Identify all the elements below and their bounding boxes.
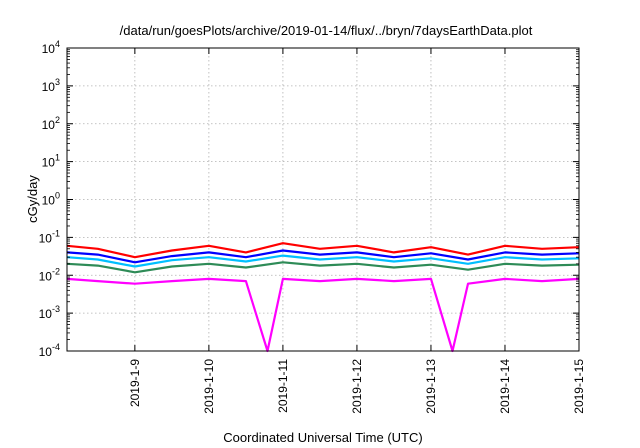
- grid: [67, 48, 579, 351]
- y-tick-label: 100: [42, 191, 60, 208]
- x-tick-label: 2019-1-13: [424, 359, 438, 414]
- y-tick-label: 10-4: [39, 342, 60, 359]
- x-axis: 2019-1-9 2019-1-10 2019-1-11 2019-1-12 2019-…: [128, 48, 586, 414]
- y-axis-label: cGy/day: [25, 175, 40, 223]
- y-tick-label: 101: [42, 153, 60, 170]
- series-line: [66, 242, 580, 259]
- y-tick-label: 10-3: [39, 304, 60, 321]
- y-tick-label: 104: [42, 39, 60, 56]
- x-tick-label: 2019-1-11: [276, 359, 290, 413]
- x-tick-label: 2019-1-15: [572, 359, 586, 414]
- series-line: [66, 261, 580, 274]
- series-line: [66, 254, 580, 268]
- x-axis-label: Coordinated Universal Time (UTC): [223, 430, 422, 445]
- chart-title: /data/run/goesPlots/archive/2019-01-14/f…: [120, 23, 533, 38]
- x-tick-label: 2019-1-10: [202, 359, 216, 414]
- series-line: [66, 277, 580, 353]
- y-tick-label: 103: [42, 77, 60, 94]
- y-axis: 10-4 10-3 10-2 10-1 100 101 102 103 104: [39, 39, 579, 359]
- x-tick-label: 2019-1-9: [128, 359, 142, 407]
- series-group: [66, 242, 580, 353]
- series-line: [66, 249, 580, 264]
- x-tick-label: 2019-1-12: [350, 359, 364, 414]
- y-tick-label: 10-2: [39, 266, 60, 283]
- y-tick-label: 10-1: [39, 228, 60, 245]
- x-tick-label: 2019-1-14: [498, 359, 512, 414]
- y-tick-label: 102: [42, 115, 60, 132]
